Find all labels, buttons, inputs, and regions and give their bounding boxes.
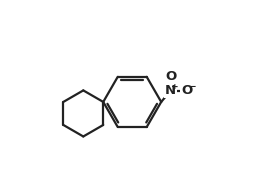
Text: O: O: [165, 70, 176, 83]
Text: −: −: [188, 82, 195, 91]
Text: +: +: [171, 82, 179, 91]
Text: O: O: [181, 84, 193, 97]
Text: N: N: [165, 84, 176, 97]
